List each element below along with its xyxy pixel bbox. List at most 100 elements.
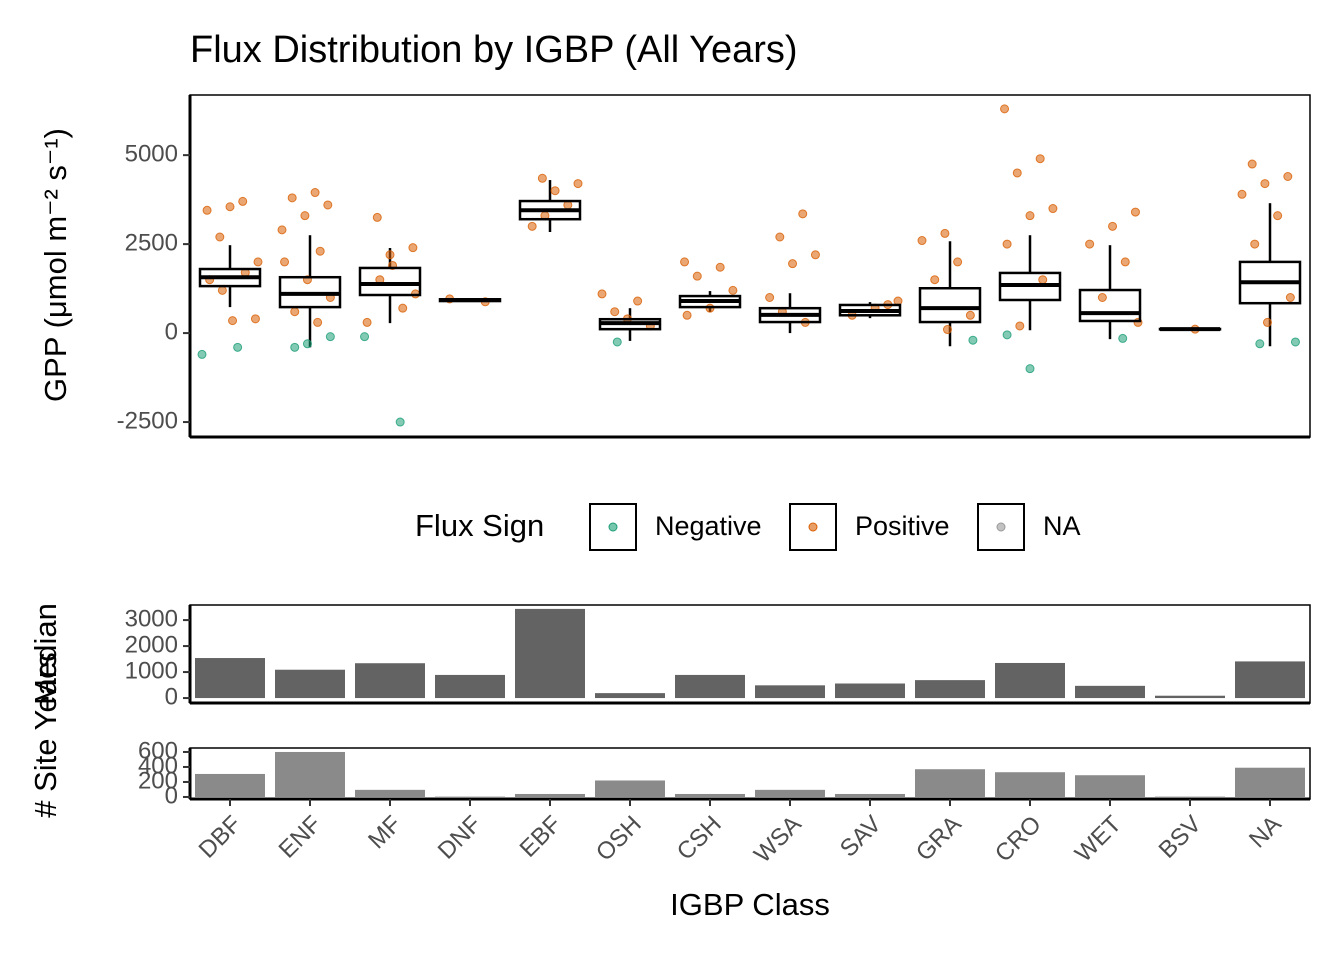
data-point xyxy=(1121,258,1129,266)
data-point xyxy=(941,229,949,237)
data-point xyxy=(1274,212,1282,220)
data-point xyxy=(538,174,546,182)
data-point xyxy=(634,297,642,305)
data-point xyxy=(766,293,774,301)
y-tick-label: 600 xyxy=(138,737,178,764)
bar xyxy=(675,794,745,797)
data-point xyxy=(681,258,689,266)
data-point xyxy=(251,315,259,323)
x-tick-label: CSH xyxy=(672,811,727,866)
data-point xyxy=(291,343,299,351)
y-axis-label: GPP (μmol m⁻² s⁻¹) xyxy=(38,128,73,402)
data-point xyxy=(693,272,701,280)
legend-label: Positive xyxy=(855,511,950,541)
bar xyxy=(1155,696,1225,698)
legend-title: Flux Sign xyxy=(415,508,544,543)
data-point xyxy=(254,258,262,266)
data-point xyxy=(314,318,322,326)
bar xyxy=(1235,661,1305,698)
x-tick-label: ENF xyxy=(274,811,327,864)
y-tick-label: -2500 xyxy=(117,407,178,434)
data-point xyxy=(954,258,962,266)
data-point xyxy=(1291,338,1299,346)
bar xyxy=(195,658,265,698)
data-point xyxy=(396,418,404,426)
bar xyxy=(195,774,265,797)
data-point xyxy=(1026,212,1034,220)
data-point xyxy=(1003,240,1011,248)
data-point xyxy=(1131,208,1139,216)
x-tick-label: WET xyxy=(1070,810,1127,867)
data-point xyxy=(611,308,619,316)
bar xyxy=(755,685,825,698)
y-tick-label: 2500 xyxy=(125,229,178,256)
bar xyxy=(355,790,425,797)
x-tick-label: DNF xyxy=(433,811,487,865)
data-point xyxy=(301,212,309,220)
bar xyxy=(275,752,345,797)
data-point xyxy=(216,233,224,241)
y-tick-label: 5000 xyxy=(125,140,178,167)
data-point xyxy=(291,308,299,316)
bar xyxy=(755,790,825,797)
data-point xyxy=(598,290,606,298)
data-point xyxy=(409,244,417,252)
x-tick-label: CRO xyxy=(990,811,1047,868)
data-point xyxy=(966,311,974,319)
data-point xyxy=(729,286,737,294)
data-point xyxy=(1286,293,1294,301)
data-point xyxy=(1248,160,1256,168)
x-tick-label: SAV xyxy=(835,811,887,863)
data-point xyxy=(811,251,819,259)
x-tick-label: GRA xyxy=(911,811,967,867)
data-point xyxy=(1049,205,1057,213)
data-point xyxy=(316,247,324,255)
bar xyxy=(515,609,585,698)
data-point xyxy=(528,222,536,230)
x-tick-label: NA xyxy=(1244,811,1287,854)
bar xyxy=(915,769,985,797)
data-point xyxy=(1003,331,1011,339)
data-point xyxy=(1016,322,1024,330)
data-point xyxy=(1238,190,1246,198)
x-tick-label: WSA xyxy=(749,811,807,869)
x-tick-label: DBF xyxy=(194,811,247,864)
y-tick-label: 3000 xyxy=(125,605,178,632)
y-tick-label: 0 xyxy=(165,318,178,345)
box xyxy=(1080,290,1140,321)
data-point xyxy=(218,286,226,294)
data-point xyxy=(969,336,977,344)
chart-title: Flux Distribution by IGBP (All Years) xyxy=(190,29,798,71)
bar xyxy=(595,693,665,698)
data-point xyxy=(288,194,296,202)
bar xyxy=(595,780,665,797)
data-point xyxy=(324,201,332,209)
bar xyxy=(675,675,745,698)
bar xyxy=(835,684,905,699)
data-point xyxy=(281,258,289,266)
bar xyxy=(435,675,505,698)
data-point xyxy=(1098,293,1106,301)
legend-swatch xyxy=(809,523,817,531)
data-point xyxy=(303,340,311,348)
x-tick-label: MF xyxy=(363,811,407,855)
data-point xyxy=(1001,105,1009,113)
data-point xyxy=(203,206,211,214)
data-point xyxy=(326,333,334,341)
data-point xyxy=(1039,276,1047,284)
data-point xyxy=(776,233,784,241)
bar xyxy=(1075,686,1145,698)
bar xyxy=(275,670,345,698)
legend-swatch xyxy=(609,523,617,531)
y-tick-label: 1000 xyxy=(125,657,178,684)
bar xyxy=(1235,768,1305,797)
bar xyxy=(355,663,425,698)
bar xyxy=(995,663,1065,698)
data-point xyxy=(1086,240,1094,248)
data-point xyxy=(1026,365,1034,373)
data-point xyxy=(239,197,247,205)
y-tick-label: 2000 xyxy=(125,631,178,658)
data-point xyxy=(1251,240,1259,248)
data-point xyxy=(234,343,242,351)
